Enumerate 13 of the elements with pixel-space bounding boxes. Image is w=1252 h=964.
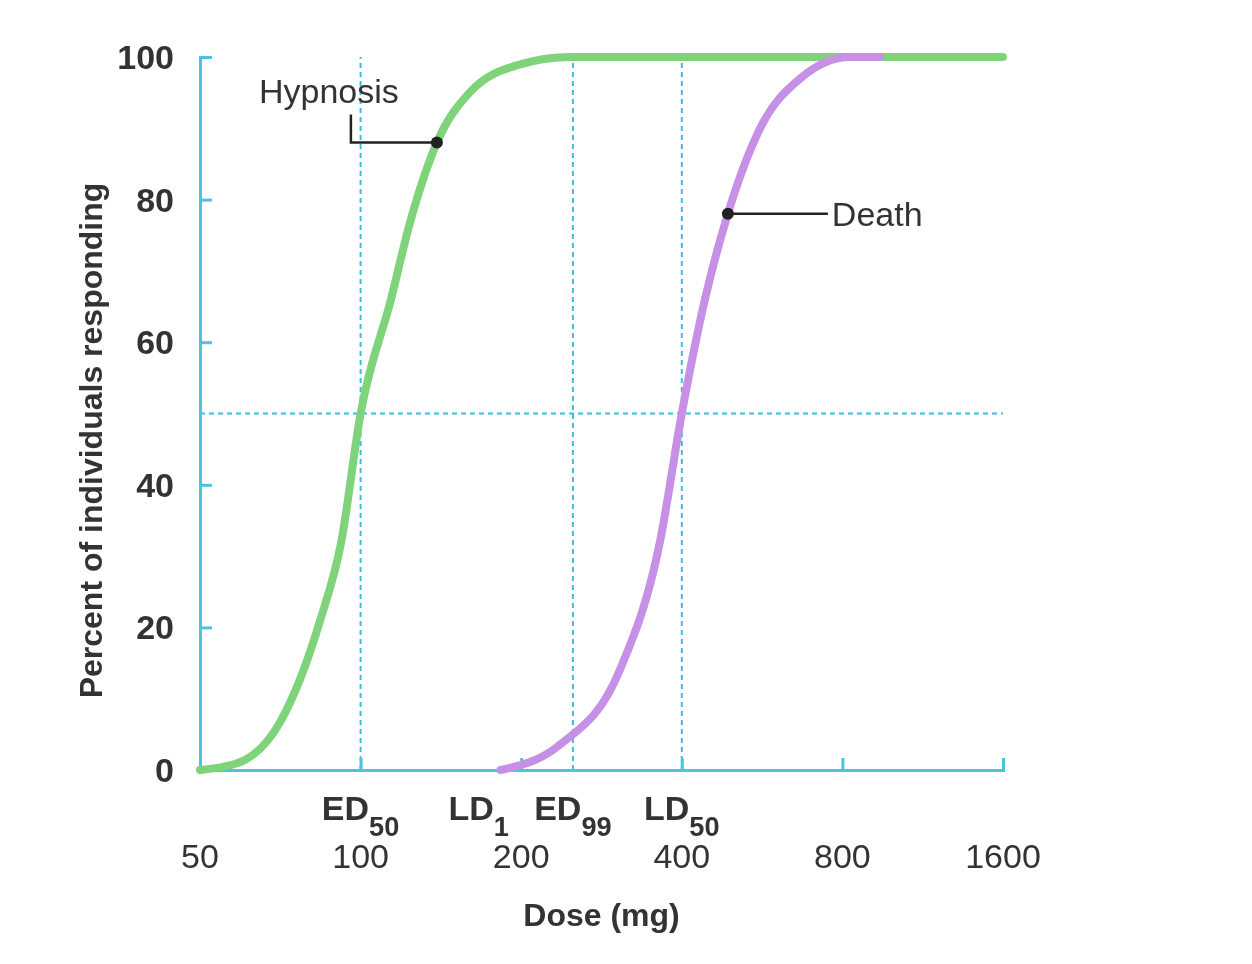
x-axis-title: Dose (mg)	[523, 897, 680, 933]
y-tick-label: 60	[136, 323, 174, 362]
y-axis-title: Percent of individuals responding	[73, 182, 109, 699]
y-tick-label: 80	[136, 180, 174, 219]
y-tick-label: 40	[136, 465, 174, 504]
series-label: Hypnosis	[258, 71, 399, 110]
x-tick-label: 1600	[965, 837, 1041, 875]
legend-label: Death	[831, 194, 923, 233]
y-tick-label: 100	[117, 38, 174, 76]
y-tick-label: 20	[136, 608, 174, 647]
x-tick-label: 800	[814, 837, 871, 875]
x-tick-label: 50	[181, 837, 219, 875]
y-tick-label: 0	[155, 751, 174, 789]
